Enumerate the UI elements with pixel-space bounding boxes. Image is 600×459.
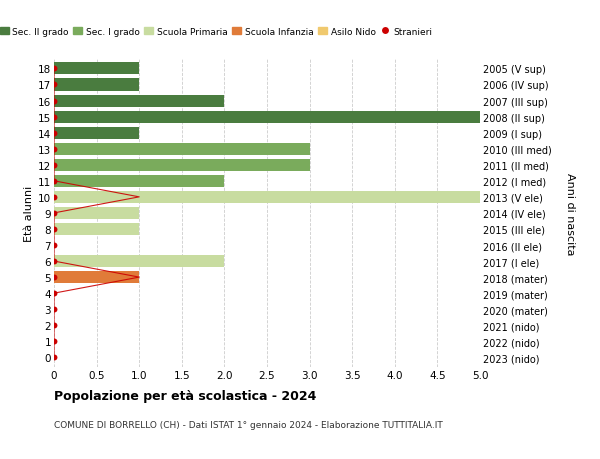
Point	[49, 258, 59, 265]
Bar	[54, 79, 139, 91]
Point	[49, 274, 59, 281]
Point	[49, 82, 59, 89]
Legend: Sec. II grado, Sec. I grado, Scuola Primaria, Scuola Infanzia, Asilo Nido, Stran: Sec. II grado, Sec. I grado, Scuola Prim…	[0, 24, 436, 40]
Bar	[54, 224, 139, 235]
Point	[49, 290, 59, 297]
Bar	[54, 207, 139, 219]
Text: Popolazione per età scolastica - 2024: Popolazione per età scolastica - 2024	[54, 389, 316, 403]
Point	[49, 210, 59, 217]
Y-axis label: Età alunni: Età alunni	[24, 185, 34, 241]
Y-axis label: Anni di nascita: Anni di nascita	[565, 172, 575, 255]
Point	[49, 242, 59, 249]
Point	[49, 66, 59, 73]
Text: COMUNE DI BORRELLO (CH) - Dati ISTAT 1° gennaio 2024 - Elaborazione TUTTITALIA.I: COMUNE DI BORRELLO (CH) - Dati ISTAT 1° …	[54, 420, 443, 429]
Point	[49, 194, 59, 201]
Bar	[54, 175, 224, 187]
Point	[49, 178, 59, 185]
Point	[49, 306, 59, 313]
Bar	[54, 271, 139, 284]
Bar	[54, 143, 310, 156]
Bar	[54, 112, 480, 123]
Point	[49, 354, 59, 361]
Bar	[54, 127, 139, 140]
Bar	[54, 191, 480, 203]
Point	[49, 130, 59, 137]
Bar	[54, 159, 310, 171]
Point	[49, 226, 59, 233]
Bar	[54, 256, 224, 268]
Point	[49, 98, 59, 105]
Point	[49, 146, 59, 153]
Point	[49, 114, 59, 121]
Bar	[54, 95, 224, 107]
Point	[49, 338, 59, 345]
Point	[49, 322, 59, 329]
Bar	[54, 63, 139, 75]
Point	[49, 162, 59, 169]
